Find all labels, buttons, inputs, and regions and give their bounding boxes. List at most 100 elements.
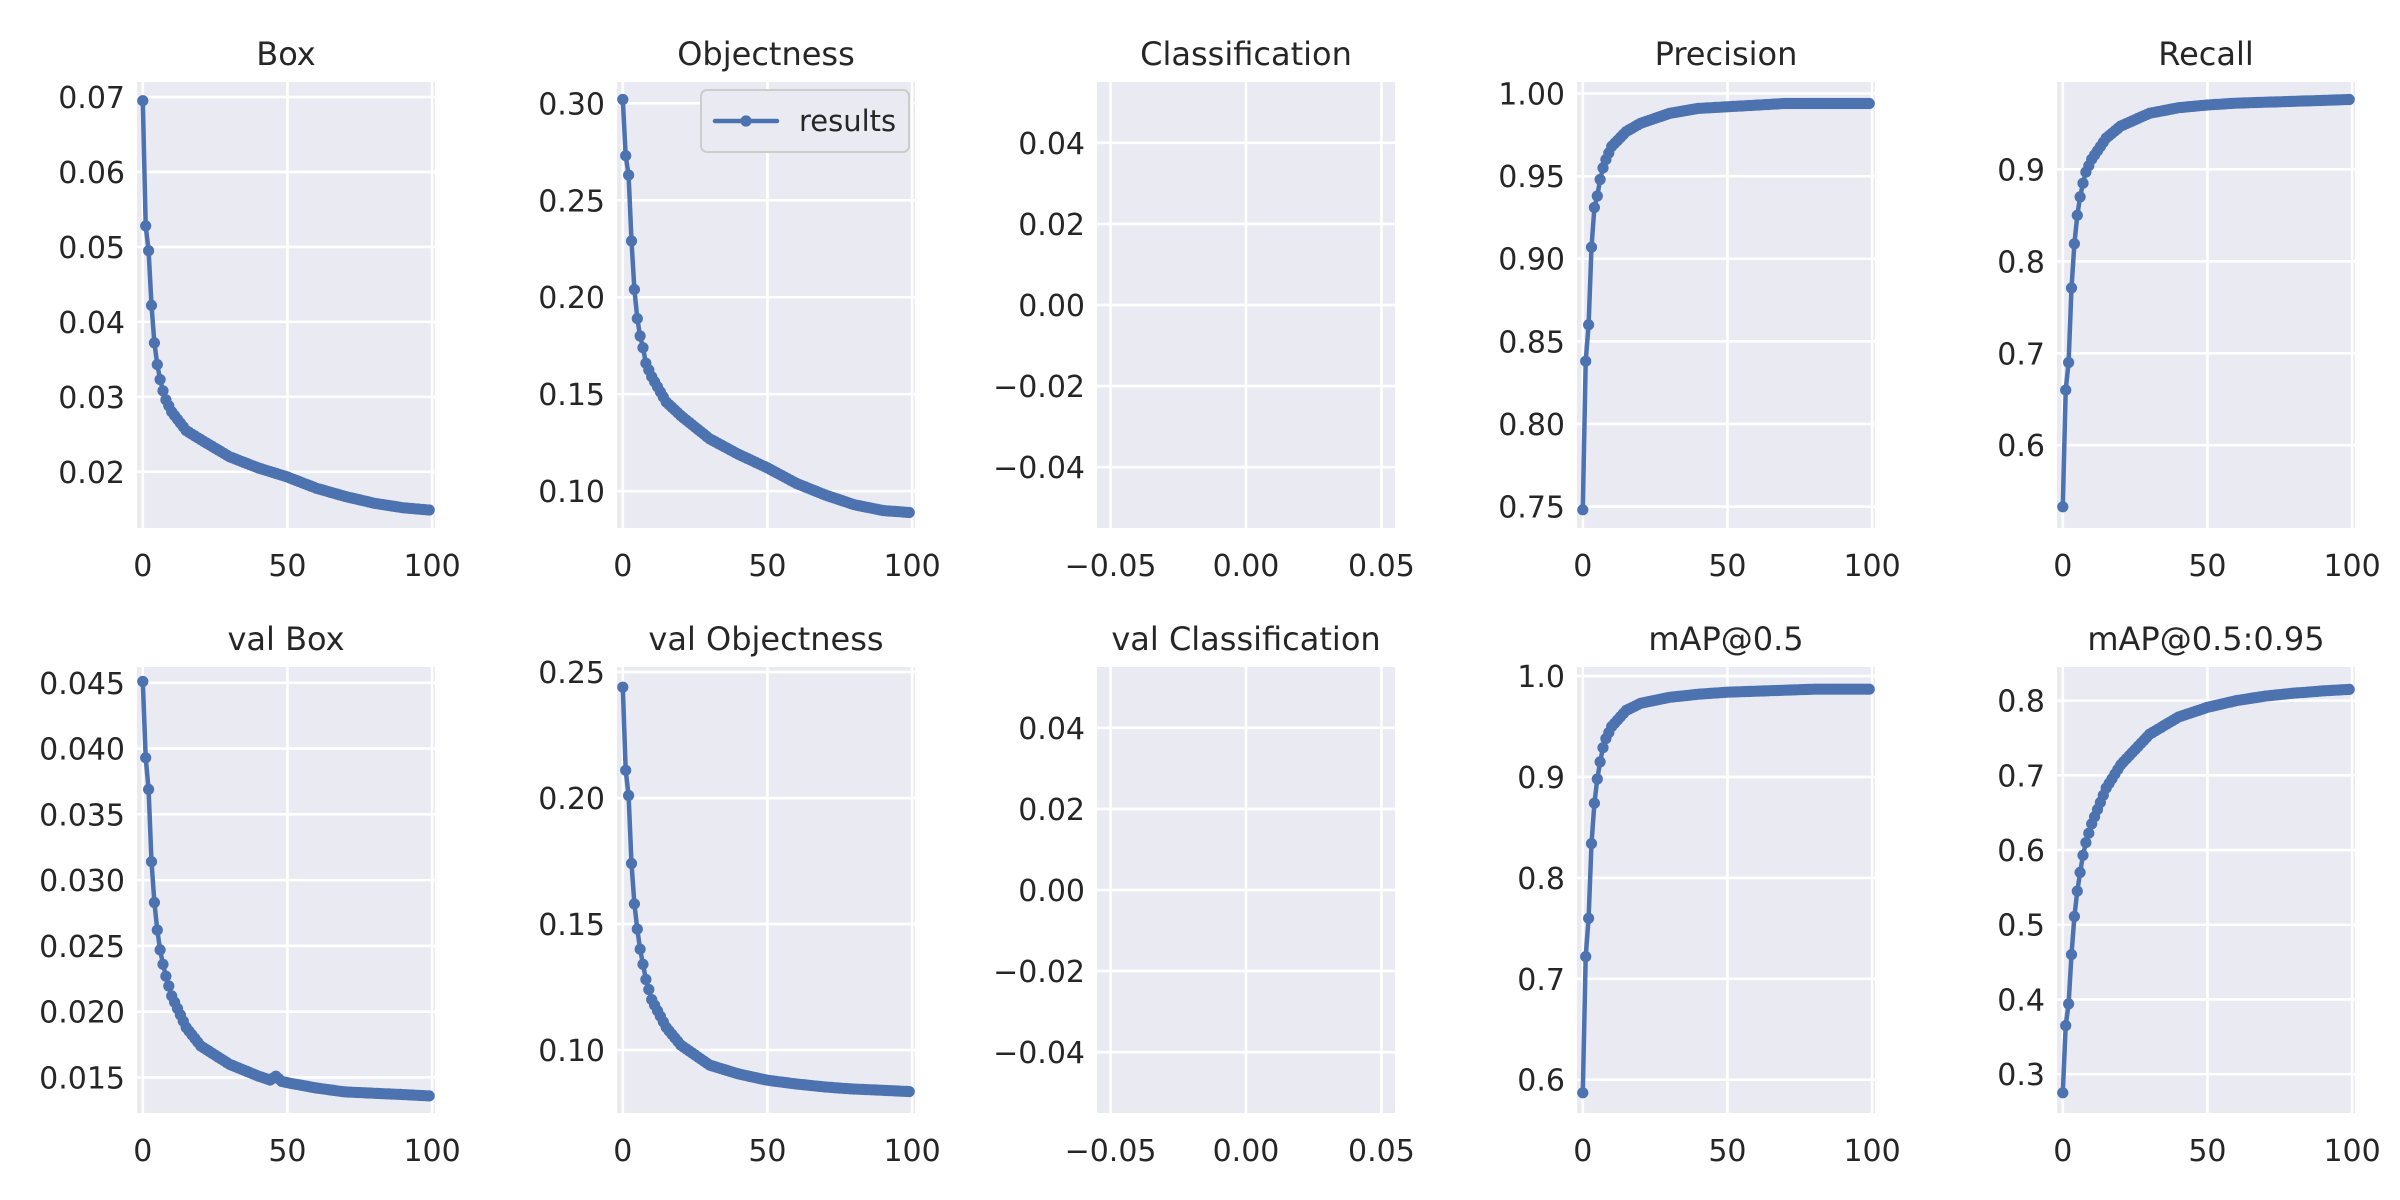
x-tick-label: 0 [613,549,632,584]
y-tick-label: 0.8 [1997,685,2045,720]
data-point [634,943,646,955]
data-point [163,980,175,992]
data-point [157,385,169,397]
data-point [140,220,152,232]
data-point [1863,683,1875,695]
data-point [1580,951,1592,963]
x-tick-label: 100 [883,1134,940,1169]
subplot-title: Recall [2158,35,2253,73]
data-point [2060,1020,2072,1032]
y-tick-label: 0.07 [58,81,125,116]
x-tick-label: 0 [133,549,152,584]
y-tick-label: 0.7 [1997,759,2045,794]
subplot-val-box: 0 50 100 0.015 0.020 0.025 0.030 0.035 0.040 0.04… [39,620,461,1169]
y-tick-label: 0.10 [538,475,605,510]
data-point [2057,501,2069,513]
data-point [620,764,632,776]
data-point [145,299,158,311]
data-point [151,359,163,371]
y-tick-label: 1.0 [1517,660,1565,695]
plot-area [617,82,915,528]
data-point [1591,190,1603,202]
subplot-map-0-5-0-95: 0 50 100 0.3 0.4 0.5 0.6 0.7 0.8 mAP@0.5:0.95 [1997,620,2380,1169]
data-point [1863,97,1875,110]
x-tick-label: 50 [1708,1134,1746,1169]
y-tick-label: 0.035 [39,798,125,833]
x-tick-label: 100 [1843,549,1900,584]
subplot-classification: −0.05 0.00 0.05 −0.04 −0.02 0.00 0.02 0.04 Class… [993,35,1415,584]
x-tick-label: 50 [2188,549,2226,584]
y-tick-label: 0.15 [538,908,605,943]
subplot-title: Objectness [677,35,855,73]
data-point [2057,1087,2069,1099]
y-tick-label: 0.75 [1498,491,1565,526]
y-tick-label: 0.015 [39,1061,125,1096]
x-tick-label: 0 [2053,1134,2072,1169]
x-tick-label: 0 [613,1134,632,1169]
data-point [628,898,641,910]
y-tick-label: 0.6 [1997,429,2045,464]
data-point [631,313,643,325]
y-tick-label: 0.80 [1498,408,1565,443]
data-point [623,169,635,181]
plot-area [617,667,915,1113]
y-tick-label: 0.00 [1018,289,1085,324]
y-tick-label: 1.00 [1498,78,1565,113]
y-tick-label: 0.4 [1997,983,2045,1018]
x-tick-label: 0 [1573,1134,1592,1169]
subplot-title: mAP@0.5 [1648,620,1803,658]
x-tick-label: 50 [2188,1134,2226,1169]
data-point [637,958,649,970]
subplot-val-classification: −0.05 0.00 0.05 −0.04 −0.02 0.00 0.02 0.04 val C… [993,620,1415,1169]
x-tick-label: 50 [268,549,306,584]
data-point [617,93,629,106]
data-point [140,752,152,764]
y-tick-label: 0.25 [538,656,605,691]
legend: results [700,89,910,153]
y-tick-label: 0.5 [1997,909,2045,944]
data-point [1577,1087,1589,1099]
x-tick-label: −0.05 [1065,549,1157,584]
y-tick-label: 0.025 [39,930,125,965]
plot-area [1577,667,1875,1113]
data-point [154,374,166,386]
data-point [1591,773,1603,785]
data-point [625,857,638,870]
data-point [143,783,155,796]
y-tick-label: 0.25 [538,184,605,219]
x-tick-label: 100 [2323,1134,2380,1169]
y-tick-label: 0.03 [58,381,125,416]
y-tick-label: 0.02 [1018,793,1085,828]
y-tick-label: −0.02 [993,370,1085,405]
x-tick-label: 100 [403,1134,460,1169]
y-tick-label: 0.05 [58,231,125,266]
data-point [2065,282,2078,294]
subplot-val-objectness: 0 50 100 0.10 0.15 0.20 0.25 val Objectness [538,620,941,1169]
data-point [1580,355,1592,367]
x-tick-label: 0 [2053,549,2072,584]
x-tick-label: 0.05 [1348,549,1415,584]
data-point [148,896,160,909]
y-tick-label: 0.06 [58,156,125,191]
y-tick-label: 0.8 [1517,862,1565,897]
x-tick-label: 50 [748,1134,786,1169]
y-tick-label: 0.90 [1498,243,1565,278]
subplot-objectness: 0 50 100 0.10 0.15 0.20 0.25 0.30 Objectness resu… [538,35,941,584]
subplot-title: Classification [1140,35,1352,73]
data-point [643,983,655,996]
y-tick-label: 0.20 [538,782,605,817]
data-point [2071,209,2083,221]
data-point [617,681,629,693]
x-tick-label: 0 [1573,549,1592,584]
data-point [640,973,652,986]
data-point [423,504,435,516]
data-point [625,235,638,247]
data-point [1585,241,1598,253]
y-tick-label: 0.30 [538,87,605,122]
y-tick-label: 0.030 [39,864,125,899]
data-point [2074,866,2086,879]
plot-area [137,82,435,528]
x-tick-label: 50 [1708,549,1746,584]
subplot-recall: 0 50 100 0.6 0.7 0.8 0.9 Recall [1997,35,2380,584]
x-tick-label: 0.00 [1213,549,1280,584]
